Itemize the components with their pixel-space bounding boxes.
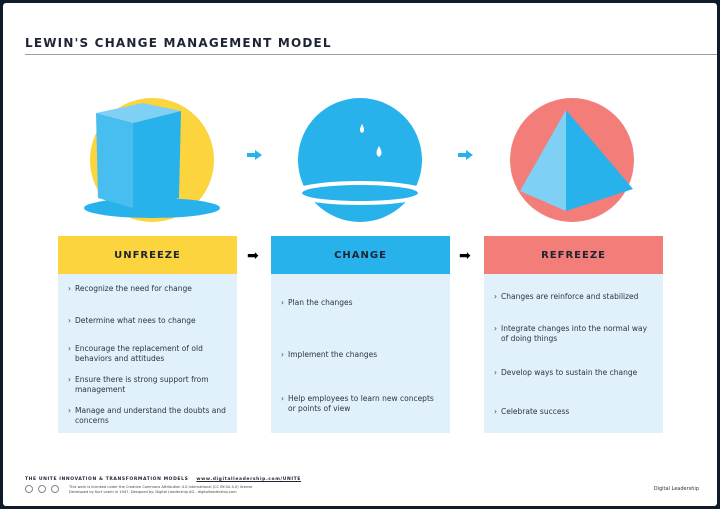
stage-header: UNFREEZE (58, 236, 237, 274)
sa-icon (51, 485, 59, 493)
list-item: Implement the changes (281, 350, 442, 360)
list-item: Determine what nees to change (68, 316, 229, 326)
credit-text: Developed by Kurt Lewin in 1947. Designe… (69, 490, 237, 494)
list-item: Recognize the need for change (68, 284, 229, 294)
list-item: Changes are reinforce and stabilized (494, 292, 655, 302)
arrow-icon: ➡ (459, 248, 471, 264)
list-item: Plan the changes (281, 298, 442, 308)
stage-refreeze: REFREEZE Changes are reinforce and stabi… (484, 236, 663, 433)
ice-cube-icon (84, 98, 220, 222)
divider (25, 54, 717, 55)
cc-icon (25, 485, 33, 493)
license-text: This work is licensed under the Creative… (69, 485, 253, 489)
arrow-icon (247, 150, 473, 160)
by-icon (38, 485, 46, 493)
brand-logo: Digital Leadership (653, 486, 699, 492)
arrow-icon: ➡ (247, 248, 259, 264)
page-title: LEWIN'S CHANGE MANAGEMENT MODEL (25, 36, 332, 50)
series-name: THE UNITE INNOVATION & TRANSFORMATION MO… (25, 477, 189, 482)
list-item: Develop ways to sustain the change (494, 368, 655, 378)
stage-unfreeze: UNFREEZE Recognize the need for change D… (58, 236, 237, 433)
footer-notes: This work is licensed under the Creative… (69, 485, 252, 495)
stage-change: CHANGE Plan the changes Implement the ch… (271, 236, 450, 433)
list-item: Celebrate success (494, 407, 655, 417)
water-drops-icon (290, 98, 430, 222)
list-item: Manage and understand the doubts and con… (68, 406, 229, 426)
stage-header: REFREEZE (484, 236, 663, 274)
poster: LEWIN'S CHANGE MANAGEMENT MODEL UNFREEZE… (3, 3, 717, 506)
footer-link[interactable]: www.digitalleadership.com/UNITE (196, 477, 301, 482)
illustrations (84, 98, 634, 222)
list-item: Help employees to learn new concepts or … (281, 394, 442, 414)
footer-series: THE UNITE INNOVATION & TRANSFORMATION MO… (25, 477, 301, 482)
list-item: Integrate changes into the normal way of… (494, 324, 655, 344)
list-item: Encourage the replacement of old behavio… (68, 344, 229, 364)
list-item: Ensure there is strong support from mana… (68, 375, 229, 395)
pyramid-icon (510, 98, 634, 222)
stage-header: CHANGE (271, 236, 450, 274)
